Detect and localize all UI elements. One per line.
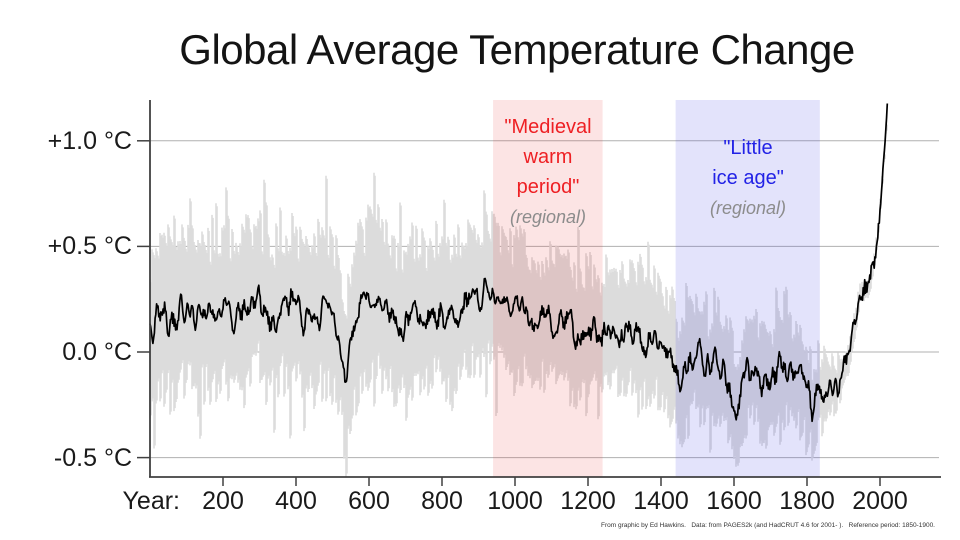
x-axis-label: 800	[421, 487, 463, 515]
y-axis-label: -0.5 °C	[53, 444, 132, 472]
y-axis-label: +1.0 °C	[47, 127, 132, 155]
x-axis-label: 1600	[706, 487, 762, 515]
x-axis-label: 400	[275, 487, 317, 515]
x-axis-label: 1200	[560, 487, 616, 515]
annotation-line: warm	[523, 146, 573, 168]
x-axis-label: 200	[202, 487, 244, 515]
x-axis-label: 1400	[633, 487, 689, 515]
x-axis-label: 600	[348, 487, 390, 515]
x-axis-caption: Year:	[122, 487, 180, 515]
annotation-medieval-warm-period: "Medieval warm period" (regional)	[458, 112, 638, 230]
annotation-little-ice-age: "Little ice age" (regional)	[658, 133, 838, 221]
annotation-line: "Medieval	[504, 116, 592, 138]
attribution-text: From graphic by Ed Hawkins. Data: from P…	[601, 522, 935, 529]
annotation-line: ice age"	[712, 167, 784, 189]
annotation-regional-note: (regional)	[709, 198, 787, 218]
medieval-warm-period-band	[493, 100, 603, 477]
x-axis-label: 2000	[852, 487, 908, 515]
y-axis-label: 0.0 °C	[62, 338, 132, 366]
annotation-line: "Little	[723, 137, 773, 159]
chart-title: Global Average Temperature Change	[179, 26, 855, 73]
annotation-regional-note: (regional)	[509, 207, 587, 227]
x-axis-label: 1800	[779, 487, 835, 515]
little-ice-age-band	[675, 100, 820, 477]
temperature-line	[149, 103, 889, 423]
y-axis-label: +0.5 °C	[47, 232, 132, 260]
annotation-line: period"	[516, 176, 580, 198]
x-axis-label: 1000	[487, 487, 543, 515]
